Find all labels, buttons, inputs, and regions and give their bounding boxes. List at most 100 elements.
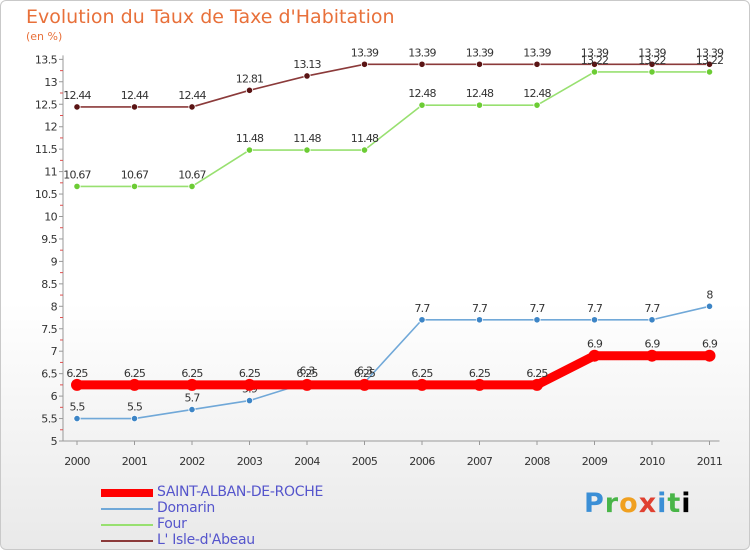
data-label-0: 6.25	[66, 367, 88, 380]
x-tick-label: 2007	[467, 455, 493, 468]
data-label-2: 13.22	[696, 54, 724, 67]
logo-letter: P	[584, 488, 605, 519]
y-tick-label: 7	[51, 345, 58, 358]
data-label-3: 13.39	[351, 46, 379, 59]
series-point-3	[303, 72, 311, 80]
legend-swatch-four	[101, 524, 153, 526]
data-label-1: 6.3	[357, 365, 373, 378]
chart-title: Evolution du Taux de Taxe d'Habitation	[26, 6, 395, 28]
chart-legend: SAINT-ALBAN-DE-ROCHE Domarin Four L' Isl…	[101, 484, 401, 549]
data-label-0: 6.25	[411, 367, 433, 380]
data-label-3: 13.39	[523, 46, 551, 59]
legend-swatch-saint-alban-de-roche	[101, 489, 153, 497]
series-point-2	[130, 182, 139, 191]
legend-label-domarin: Domarin	[157, 500, 215, 516]
chart-subtitle: (en %)	[26, 30, 63, 43]
series-point-2	[418, 101, 426, 109]
data-label-1: 7.7	[587, 302, 603, 315]
data-label-1: 7.7	[529, 302, 545, 315]
series-point-2	[705, 68, 714, 76]
x-tick-label: 2004	[294, 455, 320, 468]
data-label-1: 8	[706, 288, 713, 301]
x-tick-label: 2006	[409, 455, 435, 468]
legend-label-l-isle-d-abeau: L' Isle-d'Abeau	[157, 532, 255, 548]
y-tick-label: 6	[51, 390, 58, 403]
x-tick-label: 2011	[697, 455, 723, 468]
data-label-0: 6.9	[644, 338, 660, 351]
series-point-0	[588, 349, 601, 362]
series-point-1	[648, 316, 656, 324]
data-label-2: 10.67	[178, 168, 206, 181]
y-tick-label: 12.5	[35, 98, 58, 111]
series-line-1	[76, 305, 711, 420]
series-point-3	[705, 60, 714, 68]
data-label-3: 12.44	[63, 89, 91, 102]
data-label-1: 5.5	[127, 401, 143, 414]
y-tick-label: 5.5	[41, 413, 57, 426]
x-tick-label: 2002	[179, 455, 205, 468]
data-label-2: 13.22	[638, 54, 666, 67]
data-label-3: 13.39	[581, 46, 609, 59]
legend-item-four: Four	[101, 516, 401, 533]
logo-letter: r	[604, 488, 620, 519]
series-point-0	[128, 378, 141, 391]
series-point-1	[130, 414, 139, 423]
series-point-3	[73, 103, 81, 111]
logo-letter: t	[667, 488, 682, 519]
data-label-2: 10.67	[121, 168, 149, 181]
data-label-0: 6.25	[181, 367, 203, 380]
series-point-1	[533, 316, 541, 324]
proxiti-logo: Proxiti	[584, 488, 692, 519]
y-tick-label: 10.5	[35, 188, 58, 201]
series-point-3	[648, 60, 656, 68]
series-point-3	[475, 60, 484, 68]
series-point-3	[418, 60, 426, 68]
series-point-3	[360, 60, 369, 68]
data-label-2: 11.48	[351, 132, 379, 145]
legend-label-four: Four	[157, 516, 187, 532]
data-label-0: 6.9	[702, 338, 718, 351]
series-line-3	[76, 63, 711, 108]
series-point-3	[130, 103, 139, 111]
series-point-2	[533, 101, 541, 109]
y-tick-label: 11	[44, 166, 57, 179]
data-label-1: 6.3	[299, 365, 315, 378]
x-tick-label: 2001	[122, 455, 148, 468]
series-point-0	[703, 349, 716, 362]
data-label-2: 11.48	[236, 132, 264, 145]
series-point-0	[243, 378, 256, 391]
data-label-3: 13.39	[466, 46, 494, 59]
data-label-0: 6.25	[296, 367, 318, 380]
data-label-3: 12.44	[121, 89, 149, 102]
series-point-2	[590, 68, 599, 76]
data-label-2: 12.48	[523, 87, 551, 100]
series-point-3	[245, 86, 254, 94]
logo-letter: i	[657, 488, 668, 519]
logo-letter: x	[638, 488, 658, 519]
logo-letter: i	[681, 488, 692, 519]
series-point-3	[188, 103, 196, 111]
series-point-2	[73, 182, 81, 191]
logo-letter: o	[619, 488, 639, 519]
legend-item-domarin: Domarin	[101, 500, 401, 517]
legend-swatch-l-isle-d-abeau	[101, 540, 153, 542]
data-label-3: 13.39	[638, 46, 666, 59]
data-label-1: 5.5	[69, 401, 85, 414]
series-line-0	[72, 351, 714, 390]
series-point-1	[475, 316, 484, 324]
series-point-0	[531, 378, 543, 391]
data-label-0: 6.25	[354, 367, 376, 380]
data-label-0: 6.25	[124, 367, 146, 380]
y-tick-label: 13	[44, 76, 57, 89]
data-label-0: 6.25	[239, 367, 261, 380]
x-tick-label: 2005	[352, 455, 378, 468]
x-tick-label: 2008	[524, 455, 550, 468]
y-tick-label: 13.5	[35, 53, 58, 66]
data-label-1: 7.7	[414, 302, 430, 315]
series-point-0	[416, 378, 428, 391]
series-point-1	[705, 302, 714, 310]
y-tick-label: 11.5	[35, 143, 58, 156]
series-line-2	[76, 71, 711, 188]
data-label-3: 12.44	[178, 89, 206, 102]
